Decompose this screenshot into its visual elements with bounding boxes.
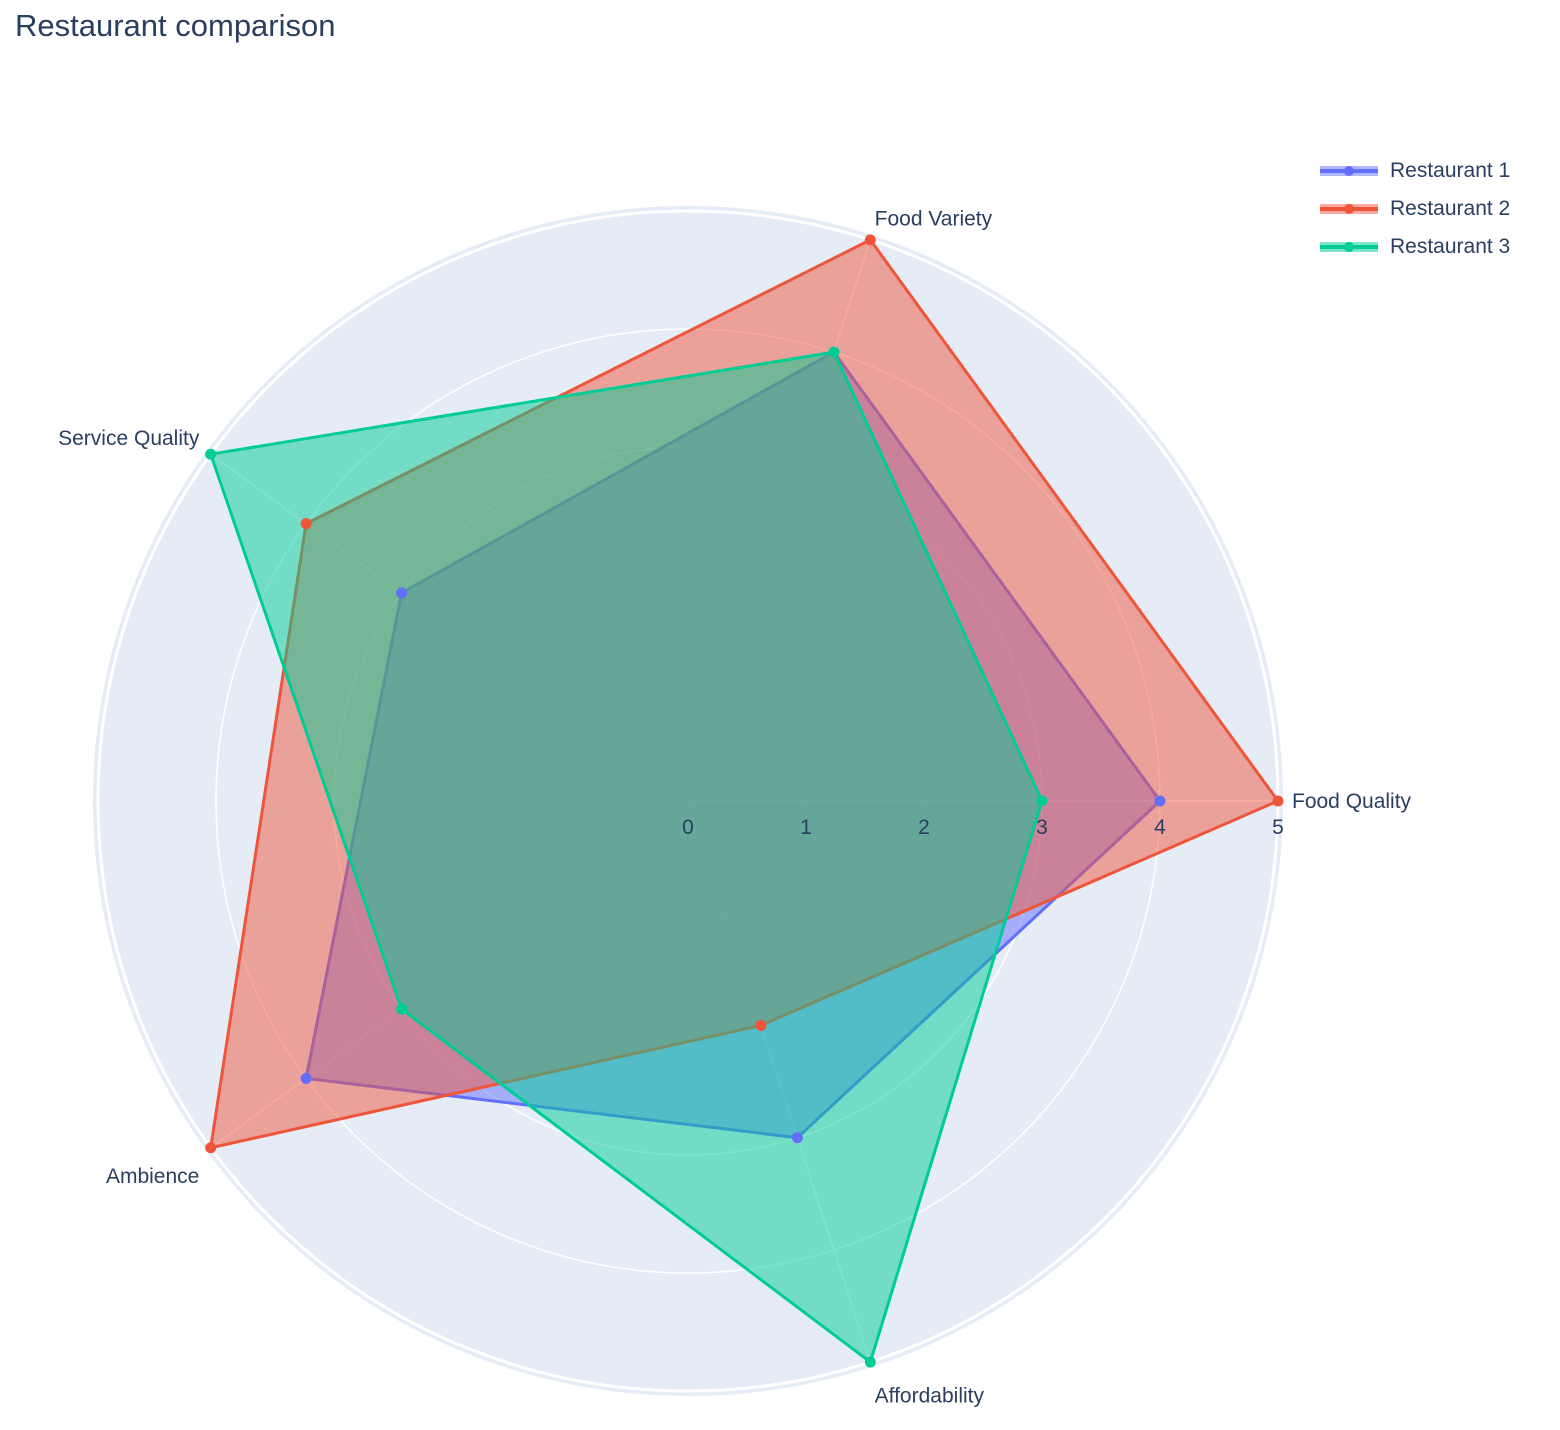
radial-tick-label: 4 — [1154, 816, 1166, 839]
category-label: Food Variety — [875, 208, 993, 231]
radial-tick-label: 2 — [918, 816, 930, 839]
data-point-restaurant-3 — [828, 346, 840, 358]
data-point-restaurant-3 — [205, 448, 217, 460]
legend: Restaurant 1 Restaurant 2 Restaurant 3 — [1318, 152, 1510, 266]
data-point-restaurant-1 — [1154, 795, 1166, 807]
data-point-restaurant-2 — [864, 234, 876, 246]
radial-tick-label: 3 — [1036, 816, 1048, 839]
data-point-restaurant-2 — [1272, 795, 1284, 807]
legend-swatch-restaurant-3 — [1318, 235, 1380, 259]
legend-label-restaurant-1: Restaurant 1 — [1390, 159, 1511, 182]
category-label: Ambience — [106, 1165, 199, 1188]
legend-item-restaurant-3[interactable]: Restaurant 3 — [1318, 228, 1510, 266]
data-point-restaurant-1 — [300, 1072, 312, 1084]
chart-title: Restaurant comparison — [15, 8, 336, 43]
legend-label-restaurant-2: Restaurant 2 — [1390, 197, 1511, 220]
legend-swatch-restaurant-2 — [1318, 197, 1380, 221]
data-point-restaurant-3 — [396, 1003, 408, 1015]
legend-label-restaurant-3: Restaurant 3 — [1390, 235, 1511, 258]
legend-item-restaurant-2[interactable]: Restaurant 2 — [1318, 190, 1510, 228]
radial-tick-label: 5 — [1272, 816, 1284, 839]
category-label: Service Quality — [58, 427, 200, 450]
category-label: Affordability — [875, 1384, 985, 1407]
legend-swatch-restaurant-1 — [1318, 159, 1380, 183]
data-point-restaurant-3 — [1036, 795, 1048, 807]
radial-tick-label: 1 — [800, 816, 812, 839]
data-point-restaurant-2 — [300, 518, 312, 530]
data-point-restaurant-2 — [755, 1019, 767, 1031]
category-label: Food Quality — [1292, 790, 1412, 813]
radial-tick-label: 0 — [682, 816, 694, 839]
series-area-restaurant-3 — [209, 350, 1044, 1364]
data-point-restaurant-1 — [396, 587, 408, 599]
data-point-restaurant-1 — [791, 1132, 803, 1144]
legend-item-restaurant-1[interactable]: Restaurant 1 — [1318, 152, 1510, 190]
data-point-restaurant-3 — [864, 1356, 876, 1368]
data-point-restaurant-2 — [205, 1142, 217, 1154]
